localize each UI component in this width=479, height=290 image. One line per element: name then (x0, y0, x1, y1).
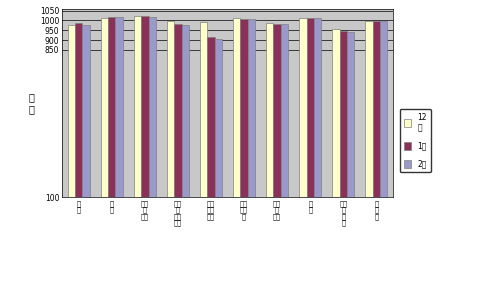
Bar (115, 17, 123, 217)
Bar (299, 18, 307, 217)
Bar (373, 21, 380, 217)
Bar (233, 18, 240, 217)
Bar (332, 29, 340, 217)
Bar (365, 21, 373, 217)
Bar (148, 17, 156, 217)
Bar (182, 26, 189, 217)
Bar (167, 21, 174, 217)
Bar (314, 18, 321, 217)
Bar (101, 17, 108, 217)
Bar (266, 23, 274, 217)
Bar (207, 37, 215, 217)
Legend: 12
月, 1月, 2月: 12 月, 1月, 2月 (400, 109, 431, 172)
Bar (380, 21, 387, 217)
Bar (248, 19, 255, 217)
Bar (75, 23, 82, 217)
Bar (215, 39, 222, 217)
Bar (281, 24, 288, 217)
Bar (200, 22, 207, 217)
Bar (68, 26, 75, 217)
Bar (347, 32, 354, 217)
Bar (340, 31, 347, 217)
Bar (82, 25, 90, 217)
Bar (108, 17, 115, 217)
Bar (141, 16, 148, 217)
Bar (240, 19, 248, 217)
Y-axis label: 指
数: 指 数 (29, 92, 34, 114)
Bar (134, 16, 141, 217)
Bar (274, 23, 281, 217)
Bar (174, 24, 182, 217)
Bar (307, 18, 314, 217)
